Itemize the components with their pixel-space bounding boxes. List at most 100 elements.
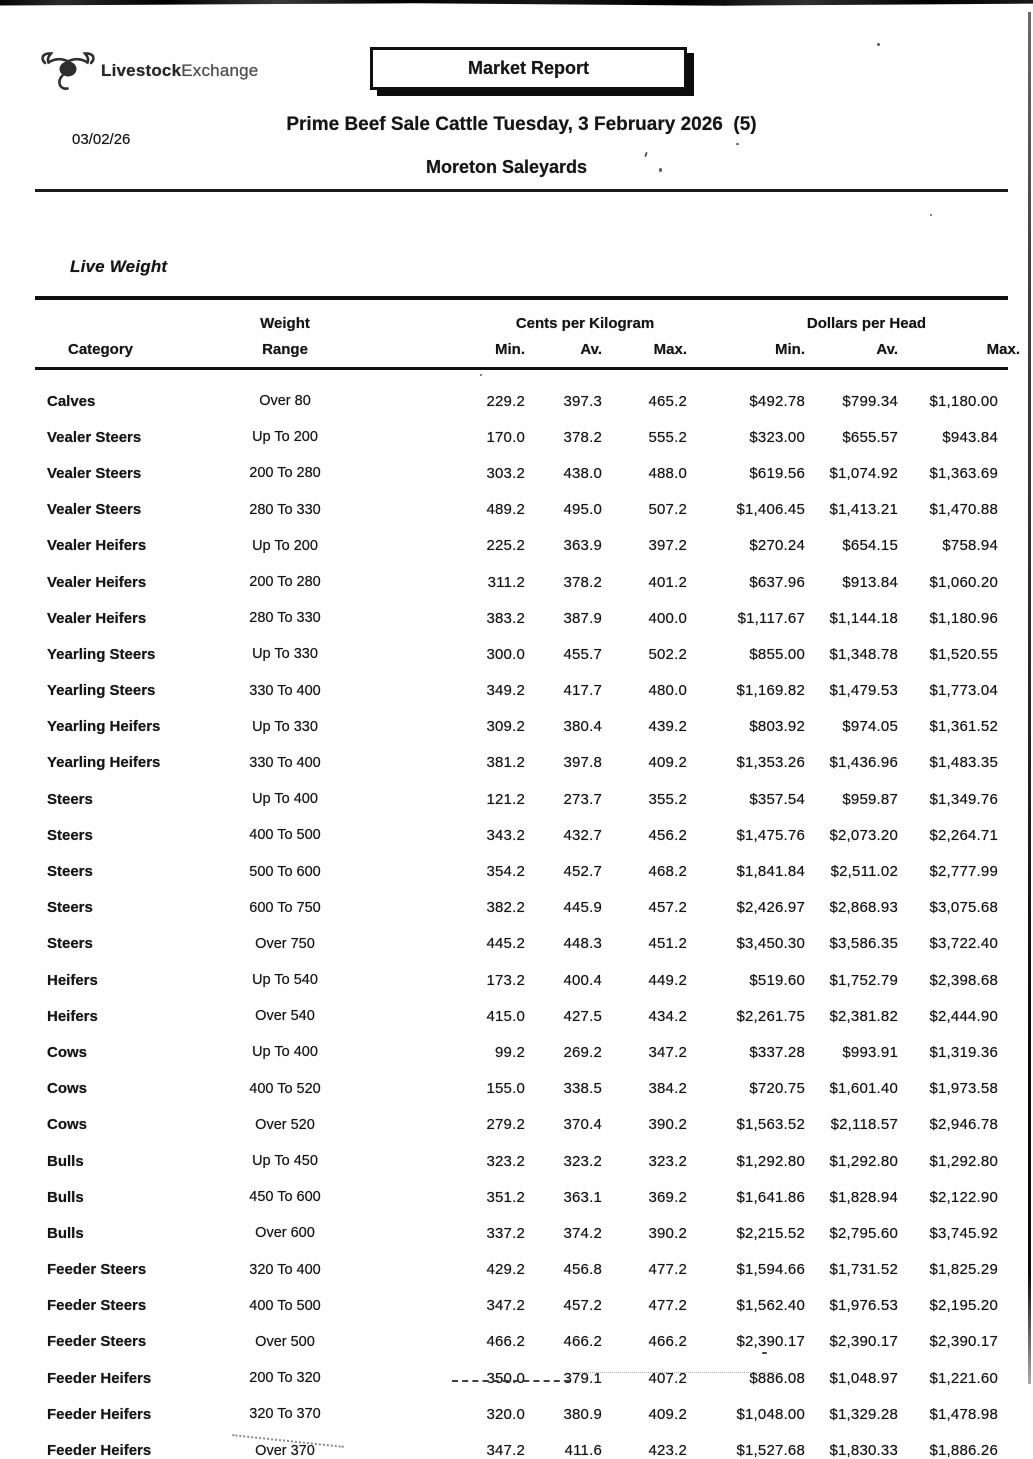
table-row: Cows Over 520 279.2 370.4 390.2 $1,563.5… — [35, 1107, 1008, 1143]
table-row: Steers Over 750 445.2 448.3 451.2 $3,450… — [35, 926, 1008, 962]
cell-weight-range: Over 520 — [255, 1116, 315, 1133]
cell-dollars-av: $654.15 — [842, 537, 898, 555]
cell-dollars-min: $323.00 — [749, 428, 805, 446]
cell-weight-range: 320 To 400 — [249, 1261, 321, 1278]
col-header-category: Category — [68, 341, 134, 358]
cell-dollars-av: $1,144.18 — [829, 609, 898, 627]
cell-cents-min: 173.2 — [486, 971, 525, 989]
cell-dollars-max: $2,946.78 — [929, 1116, 998, 1134]
cell-cents-min: 309.2 — [486, 718, 525, 736]
cell-cents-av: 380.9 — [563, 1405, 602, 1423]
cell-cents-av: 495.0 — [563, 501, 602, 519]
cell-weight-range: 400 To 500 — [249, 827, 321, 844]
cell-dollars-min: $357.54 — [749, 790, 805, 808]
cell-dollars-av: $1,074.92 — [829, 464, 898, 482]
cell-dollars-max: $2,398.68 — [929, 971, 998, 989]
logo-text: LivestockExchange — [101, 61, 258, 81]
cell-cents-max: 480.0 — [648, 682, 687, 700]
cell-cents-min: 343.2 — [486, 826, 525, 844]
col-header-cpk-max: Max. — [653, 341, 687, 358]
cell-cents-max: 488.0 — [648, 464, 687, 482]
table-row: Steers Up To 400 121.2 273.7 355.2 $357.… — [35, 781, 1008, 817]
table-row: Feeder Steers 400 To 500 347.2 457.2 477… — [35, 1288, 1008, 1324]
cell-weight-range: Up To 540 — [252, 972, 318, 989]
cell-cents-min: 303.2 — [486, 464, 525, 482]
cell-dollars-max: $1,180.96 — [929, 609, 998, 627]
cell-cents-av: 432.7 — [563, 826, 602, 844]
cell-cents-min: 279.2 — [486, 1116, 525, 1134]
cell-cents-av: 379.1 — [563, 1369, 602, 1387]
cell-category: Feeder Heifers — [47, 1442, 152, 1459]
logo-text-light: Exchange — [181, 61, 259, 80]
cell-category: Steers — [47, 790, 93, 808]
cell-cents-min: 489.2 — [486, 501, 525, 519]
cell-cents-av: 400.4 — [563, 971, 602, 989]
table-row: Vealer Steers 280 To 330 489.2 495.0 507… — [35, 492, 1008, 528]
cell-cents-min: 347.2 — [486, 1442, 525, 1459]
scan-artifact-dots — [572, 1372, 777, 1373]
cell-dollars-min: $1,527.68 — [736, 1442, 805, 1459]
cell-cents-max: 347.2 — [648, 1043, 687, 1061]
cell-cents-av: 363.1 — [563, 1188, 602, 1206]
scan-speck — [930, 214, 932, 216]
cell-weight-range: 200 To 320 — [249, 1370, 321, 1387]
cell-category: Feeder Steers — [47, 1297, 147, 1315]
cell-dollars-min: $2,215.52 — [736, 1224, 805, 1242]
cell-dollars-min: $3,450.30 — [736, 935, 805, 953]
col-header-cpk-min: Min. — [495, 341, 525, 358]
table-row: Steers 600 To 750 382.2 445.9 457.2 $2,4… — [35, 890, 1008, 926]
cell-category: Vealer Steers — [47, 501, 142, 519]
cell-cents-min: 415.0 — [486, 1007, 525, 1025]
cell-category: Feeder Heifers — [47, 1369, 152, 1387]
col-header-cpk-av: Av. — [580, 341, 602, 358]
cell-weight-range: Up To 200 — [252, 429, 318, 446]
cell-dollars-av: $959.87 — [842, 790, 898, 808]
cell-cents-av: 466.2 — [563, 1333, 602, 1351]
cell-weight-range: 400 To 500 — [249, 1297, 321, 1314]
cell-dollars-max: $2,777.99 — [929, 863, 998, 881]
cell-category: Yearling Heifers — [47, 718, 161, 736]
cell-dollars-max: $2,195.20 — [929, 1297, 998, 1315]
cell-dollars-av: $3,586.35 — [829, 935, 898, 953]
cell-dollars-max: $758.94 — [942, 537, 998, 555]
table-row: Bulls 450 To 600 351.2 363.1 369.2 $1,64… — [35, 1179, 1008, 1215]
cell-dollars-min: $1,563.52 — [736, 1116, 805, 1134]
cell-cents-min: 99.2 — [495, 1043, 525, 1061]
cell-dollars-min: $337.28 — [749, 1043, 805, 1061]
report-subtitle: Moreton Saleyards — [425, 157, 588, 177]
cell-category: Yearling Steers — [47, 682, 156, 700]
cell-cents-min: 354.2 — [486, 863, 525, 881]
cell-cents-max: 466.2 — [648, 1333, 687, 1351]
cell-dollars-av: $1,292.80 — [829, 1152, 898, 1170]
cell-weight-range: Over 80 — [259, 393, 311, 410]
cell-category: Cows — [47, 1043, 88, 1061]
cell-cents-max: 400.0 — [648, 609, 687, 627]
table-row: Bulls Over 600 337.2 374.2 390.2 $2,215.… — [35, 1215, 1008, 1251]
cell-dollars-av: $2,795.60 — [829, 1224, 898, 1242]
bull-icon — [41, 52, 95, 90]
cell-cents-min: 300.0 — [486, 645, 525, 663]
cell-weight-range: Over 750 — [255, 935, 315, 952]
cell-dollars-av: $1,348.78 — [829, 645, 898, 663]
logo-text-bold: Livestock — [101, 61, 182, 80]
cell-dollars-av: $1,436.96 — [829, 754, 898, 772]
cell-dollars-min: $1,353.26 — [736, 754, 805, 772]
cell-dollars-av: $2,511.02 — [830, 863, 898, 881]
table-row: Vealer Heifers 280 To 330 383.2 387.9 40… — [35, 600, 1008, 636]
cell-weight-range: 320 To 370 — [249, 1406, 321, 1423]
cell-category: Cows — [47, 1116, 88, 1134]
cell-cents-av: 273.7 — [563, 790, 602, 808]
cell-weight-range: 600 To 750 — [249, 899, 321, 916]
cell-category: Steers — [47, 826, 93, 844]
cell-cents-max: 397.2 — [648, 537, 687, 555]
cell-dollars-av: $2,868.93 — [829, 899, 898, 917]
cell-cents-min: 170.0 — [486, 428, 525, 446]
cell-dollars-min: $720.75 — [749, 1080, 805, 1098]
scan-speck — [659, 168, 662, 172]
cell-dollars-av: $2,381.82 — [829, 1007, 898, 1025]
cell-weight-range: Up To 400 — [252, 791, 318, 808]
cell-cents-max: 456.2 — [648, 826, 687, 844]
cell-dollars-min: $1,641.86 — [736, 1188, 805, 1206]
table-row: Cows 400 To 520 155.0 338.5 384.2 $720.7… — [35, 1071, 1008, 1107]
cell-weight-range: 280 To 330 — [249, 610, 321, 627]
